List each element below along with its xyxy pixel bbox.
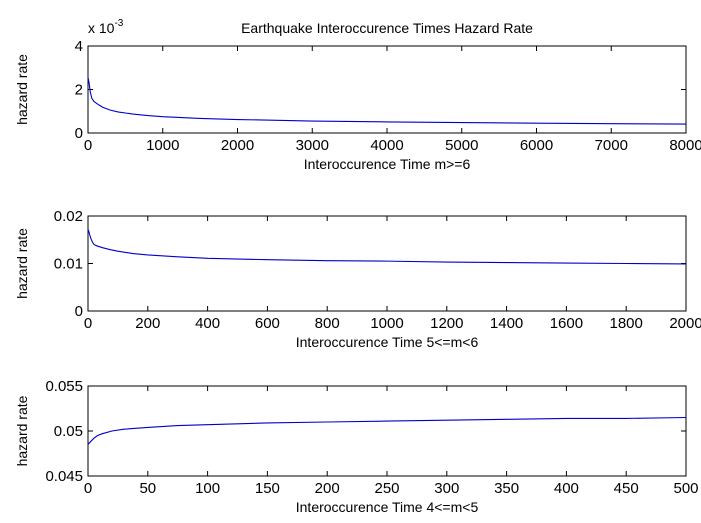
series-line bbox=[87, 77, 687, 125]
x-axis-label: Interoccurence Time 5<=m<6 bbox=[296, 334, 479, 350]
x-tick-label: 400 bbox=[195, 315, 220, 332]
x-tick-label: 7000 bbox=[595, 137, 628, 154]
x-tick-label: 800 bbox=[315, 315, 340, 332]
y-tick-label: 2 bbox=[75, 82, 83, 99]
y-tick-label: 0.02 bbox=[54, 208, 83, 225]
series-line bbox=[87, 229, 687, 265]
y-axis-label: hazard rate bbox=[14, 395, 30, 466]
x-tick-label: 4000 bbox=[370, 137, 403, 154]
series-line bbox=[87, 416, 687, 445]
plot-area bbox=[87, 385, 687, 477]
x-tick-label: 150 bbox=[255, 480, 280, 497]
x-tick-label: 1400 bbox=[490, 315, 523, 332]
x-tick-label: 500 bbox=[673, 480, 698, 497]
x-tick-label: 100 bbox=[195, 480, 220, 497]
x-tick-label: 8000 bbox=[669, 137, 701, 154]
plot-area bbox=[87, 45, 687, 134]
x-tick-label: 0 bbox=[84, 137, 92, 154]
subplot-3: 0 50 100 150 200 250 300 350 400 450 500 0.045 0.05 0… bbox=[14, 378, 699, 515]
x-tick-label: 1600 bbox=[550, 315, 583, 332]
y-tick-label: 0 bbox=[75, 303, 83, 320]
x-tick-label: 6000 bbox=[520, 137, 553, 154]
y-tick-label: 0 bbox=[75, 125, 83, 142]
x-tick-label: 2000 bbox=[669, 315, 701, 332]
x-tick-label: 0 bbox=[84, 315, 92, 332]
y-tick-label: 0.05 bbox=[54, 423, 83, 440]
y-tick-label: 0.055 bbox=[45, 378, 83, 395]
x-tick-label: 250 bbox=[374, 480, 399, 497]
y-axis-label: hazard rate bbox=[14, 54, 30, 125]
subplot-2: 0 200 400 600 800 1000 1200 1400 1600 1800 2000 0 0.… bbox=[14, 208, 701, 350]
x-axis-label: Interoccurence Time m>=6 bbox=[304, 156, 471, 172]
y-tick-label: 0.01 bbox=[54, 256, 83, 273]
x-tick-label: 3000 bbox=[296, 137, 329, 154]
x-tick-label: 5000 bbox=[445, 137, 478, 154]
chart-title: Earthquake Interoccurence Times Hazard R… bbox=[241, 20, 533, 36]
x-tick-label: 0 bbox=[84, 480, 92, 497]
x-axis-label: Interoccurence Time 4<=m<5 bbox=[296, 499, 479, 515]
x-tick-label: 200 bbox=[135, 315, 160, 332]
y-tick-label: 4 bbox=[75, 38, 83, 55]
x-tick-label: 600 bbox=[255, 315, 280, 332]
y-tick-label: 0.045 bbox=[45, 468, 83, 485]
x-tick-label: 300 bbox=[434, 480, 459, 497]
x-tick-label: 2000 bbox=[221, 137, 254, 154]
x-tick-label: 1800 bbox=[610, 315, 643, 332]
x-tick-label: 400 bbox=[554, 480, 579, 497]
x-tick-label: 1000 bbox=[370, 315, 403, 332]
x-tick-label: 450 bbox=[614, 480, 639, 497]
y-exponent-label: x 10-3 bbox=[88, 18, 124, 36]
subplot-1: 0 1000 2000 3000 4000 5000 6000 7000 8000 0 2 4 Inte… bbox=[14, 18, 701, 172]
x-tick-label: 350 bbox=[494, 480, 519, 497]
x-tick-label: 50 bbox=[139, 480, 156, 497]
x-tick-label: 1200 bbox=[430, 315, 463, 332]
x-tick-label: 1000 bbox=[146, 137, 179, 154]
x-tick-label: 200 bbox=[315, 480, 340, 497]
y-axis-label: hazard rate bbox=[14, 228, 30, 299]
